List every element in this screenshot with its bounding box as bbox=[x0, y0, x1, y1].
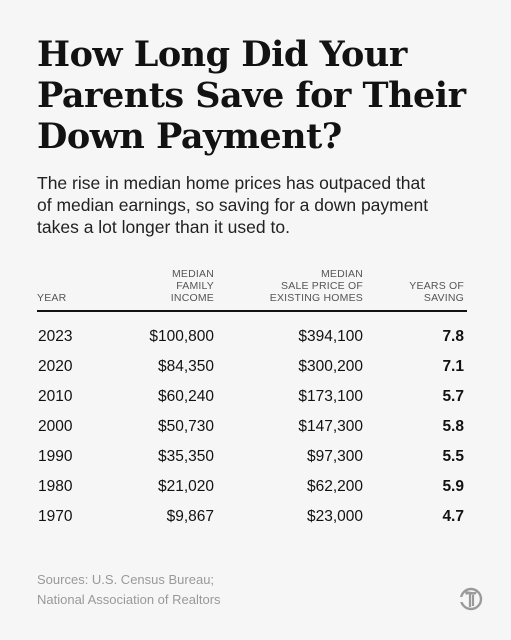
cell-year: 2020 bbox=[38, 358, 73, 375]
cell-price: $97,300 bbox=[306, 448, 363, 465]
header-family-income: MEDIAN FAMILY INCOME bbox=[171, 268, 214, 304]
cell-income: $9,867 bbox=[166, 508, 214, 525]
table-body: 2023 $100,800 $394,100 7.8 2020 $84,350 … bbox=[37, 312, 467, 532]
cell-years: 5.7 bbox=[442, 388, 464, 405]
cell-year: 2000 bbox=[38, 418, 73, 435]
page-title: How Long Did Your Parents Save for Their… bbox=[37, 34, 477, 157]
cell-income: $100,800 bbox=[149, 328, 214, 345]
cell-income: $50,730 bbox=[157, 418, 214, 435]
data-table: YEAR MEDIAN FAMILY INCOME MEDIAN SALE PR… bbox=[37, 264, 467, 532]
cell-income: $84,350 bbox=[157, 358, 214, 375]
header-line: YEARS OF bbox=[409, 280, 464, 292]
table-row: 2010 $60,240 $173,100 5.7 bbox=[37, 382, 467, 412]
header-line: SAVING bbox=[423, 292, 464, 304]
table-header: YEAR MEDIAN FAMILY INCOME MEDIAN SALE PR… bbox=[37, 264, 467, 312]
title-line: Down Payment? bbox=[37, 116, 342, 157]
sources-line: Sources: U.S. Census Bureau; bbox=[37, 572, 215, 587]
header-line: FAMILY bbox=[176, 280, 214, 292]
nyt-logo-icon bbox=[458, 586, 484, 612]
header-home-price: MEDIAN SALE PRICE OF EXISTING HOMES bbox=[270, 268, 363, 304]
cell-years: 7.1 bbox=[442, 358, 464, 375]
table-row: 2020 $84,350 $300,200 7.1 bbox=[37, 352, 467, 382]
cell-year: 1970 bbox=[38, 508, 73, 525]
cell-years: 5.5 bbox=[442, 448, 464, 465]
header-line: MEDIAN bbox=[320, 268, 363, 280]
cell-price: $147,300 bbox=[298, 418, 363, 435]
cell-year: 2010 bbox=[38, 388, 73, 405]
table-row: 2000 $50,730 $147,300 5.8 bbox=[37, 412, 467, 442]
cell-year: 1990 bbox=[38, 448, 73, 465]
cell-price: $23,000 bbox=[306, 508, 363, 525]
sources-line: National Association of Realtors bbox=[37, 592, 221, 607]
cell-year: 2023 bbox=[38, 328, 73, 345]
table-row: 1980 $21,020 $62,200 5.9 bbox=[37, 472, 467, 502]
title-line: Parents Save for Their bbox=[37, 75, 466, 116]
cell-income: $60,240 bbox=[157, 388, 214, 405]
cell-years: 5.9 bbox=[442, 478, 464, 495]
header-years-saving: YEARS OF SAVING bbox=[409, 280, 464, 304]
header-year: YEAR bbox=[37, 292, 66, 304]
subtitle-line: takes a lot longer than it used to. bbox=[37, 217, 290, 237]
header-line: MEDIAN bbox=[171, 268, 214, 280]
cell-price: $394,100 bbox=[298, 328, 363, 345]
header-line: SALE PRICE OF bbox=[281, 280, 363, 292]
cell-years: 7.8 bbox=[442, 328, 464, 345]
subtitle: The rise in median home prices has outpa… bbox=[37, 172, 477, 238]
header-line: EXISTING HOMES bbox=[269, 292, 363, 304]
cell-years: 5.8 bbox=[442, 418, 464, 435]
cell-price: $300,200 bbox=[298, 358, 363, 375]
table-row: 1970 $9,867 $23,000 4.7 bbox=[37, 502, 467, 532]
title-line: How Long Did Your bbox=[37, 34, 407, 75]
table-row: 2023 $100,800 $394,100 7.8 bbox=[37, 322, 467, 352]
cell-income: $21,020 bbox=[157, 478, 214, 495]
cell-year: 1980 bbox=[38, 478, 73, 495]
header-line: YEAR bbox=[37, 292, 67, 304]
header-line: INCOME bbox=[170, 292, 214, 304]
cell-price: $62,200 bbox=[306, 478, 363, 495]
nyt-logo-glyph bbox=[458, 587, 483, 611]
sources-note: Sources: U.S. Census Bureau; National As… bbox=[37, 570, 221, 610]
cell-years: 4.7 bbox=[442, 508, 464, 525]
cell-income: $35,350 bbox=[157, 448, 214, 465]
cell-price: $173,100 bbox=[298, 388, 363, 405]
subtitle-line: The rise in median home prices has outpa… bbox=[37, 173, 426, 193]
subtitle-line: of median earnings, so saving for a down… bbox=[37, 195, 429, 215]
table-row: 1990 $35,350 $97,300 5.5 bbox=[37, 442, 467, 472]
